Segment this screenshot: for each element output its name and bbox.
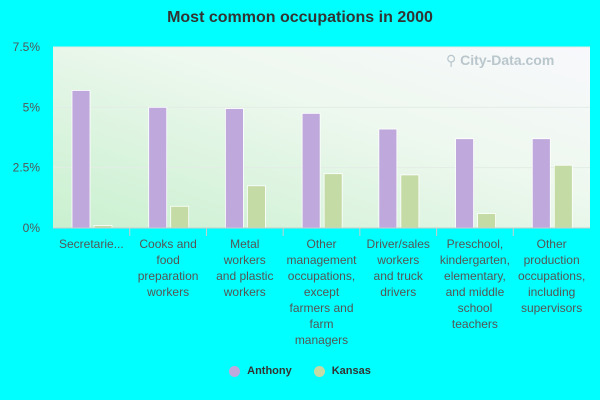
chart-title: Most common occupations in 2000 xyxy=(167,9,433,26)
y-tick-label: 2.5% xyxy=(13,161,41,175)
bar-anthony xyxy=(455,138,474,229)
legend-label-kansas: Kansas xyxy=(331,365,371,377)
legend-swatch-kansas xyxy=(313,365,325,377)
bar-kansas xyxy=(553,164,573,229)
y-tick-label: 0% xyxy=(23,221,41,235)
legend-swatch-anthony xyxy=(229,365,241,377)
y-tick-label: 5% xyxy=(23,100,41,114)
bar-kansas xyxy=(323,173,343,229)
bar-kansas xyxy=(247,185,266,229)
x-tick-label: Cooks and food preparation workers xyxy=(138,237,199,299)
legend-label-anthony: Anthony xyxy=(247,365,292,377)
x-tick-label: Driver/sales workers and truck drivers xyxy=(367,237,430,299)
x-tick-label: Preschool, kindergarten, elementary, and mi… xyxy=(440,237,510,331)
bar-kansas xyxy=(170,205,190,229)
bar-anthony xyxy=(301,112,321,229)
bar-kansas xyxy=(477,213,496,229)
bar-anthony xyxy=(531,138,551,229)
watermark: ⚲ City-Data.com xyxy=(446,52,554,69)
magnifier-icon: ⚲ xyxy=(446,52,457,68)
bar-anthony xyxy=(71,90,91,229)
x-tick-label: Other management occupations, except farmers… xyxy=(286,237,357,347)
legend: Anthony Kansas xyxy=(0,365,600,377)
bar-anthony xyxy=(378,128,398,229)
bar-anthony xyxy=(148,106,168,229)
legend-item-kansas: Kansas xyxy=(313,365,371,377)
plot-area xyxy=(53,47,590,228)
legend-item-anthony: Anthony xyxy=(229,365,292,377)
bar-anthony xyxy=(225,108,244,229)
x-tick-label: Secretarie... xyxy=(59,237,124,251)
x-tick-label: Other production occupations, including supe… xyxy=(518,237,585,315)
watermark-text: City-Data.com xyxy=(460,52,555,68)
bar-kansas xyxy=(400,174,420,229)
x-tick-label: Metal workers and plastic workers xyxy=(216,237,273,299)
y-tick-label: 7.5% xyxy=(13,40,41,54)
